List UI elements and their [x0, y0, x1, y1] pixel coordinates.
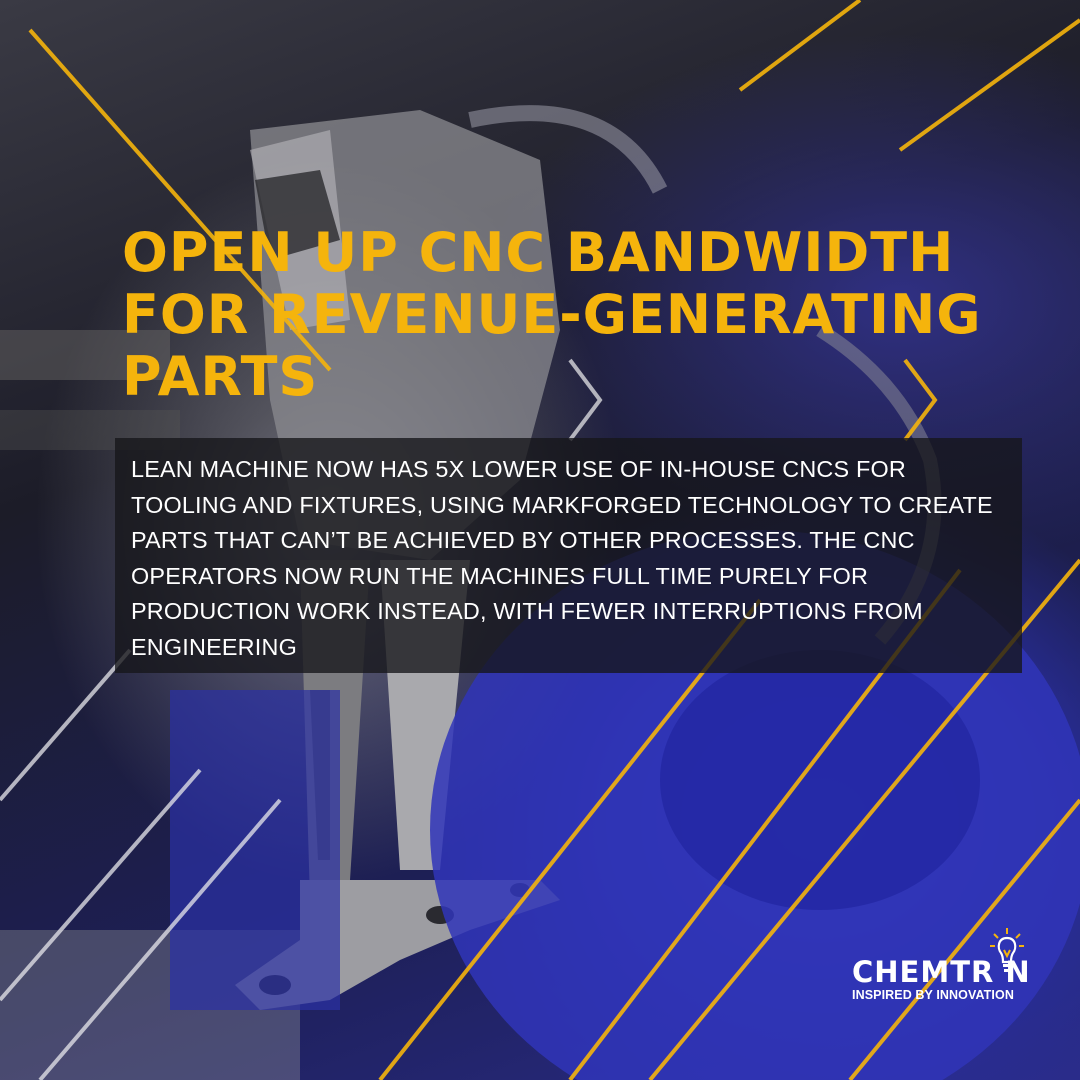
- body-text: LEAN MACHINE NOW HAS 5X LOWER USE OF IN-…: [131, 456, 993, 660]
- logo-tagline: INSPIRED BY INNOVATION: [852, 988, 1014, 1002]
- lightbulb-icon: [990, 928, 1024, 972]
- body-panel: LEAN MACHINE NOW HAS 5X LOWER USE OF IN-…: [115, 438, 1022, 673]
- logo-wordmark: CHEMTR N: [852, 955, 1031, 989]
- chemtron-logo: CHEMTR N INSPIRED BY INNOVATION: [852, 926, 1042, 1008]
- headline: OPEN UP CNC BANDWIDTH FOR REVENUE-GENERA…: [122, 221, 982, 408]
